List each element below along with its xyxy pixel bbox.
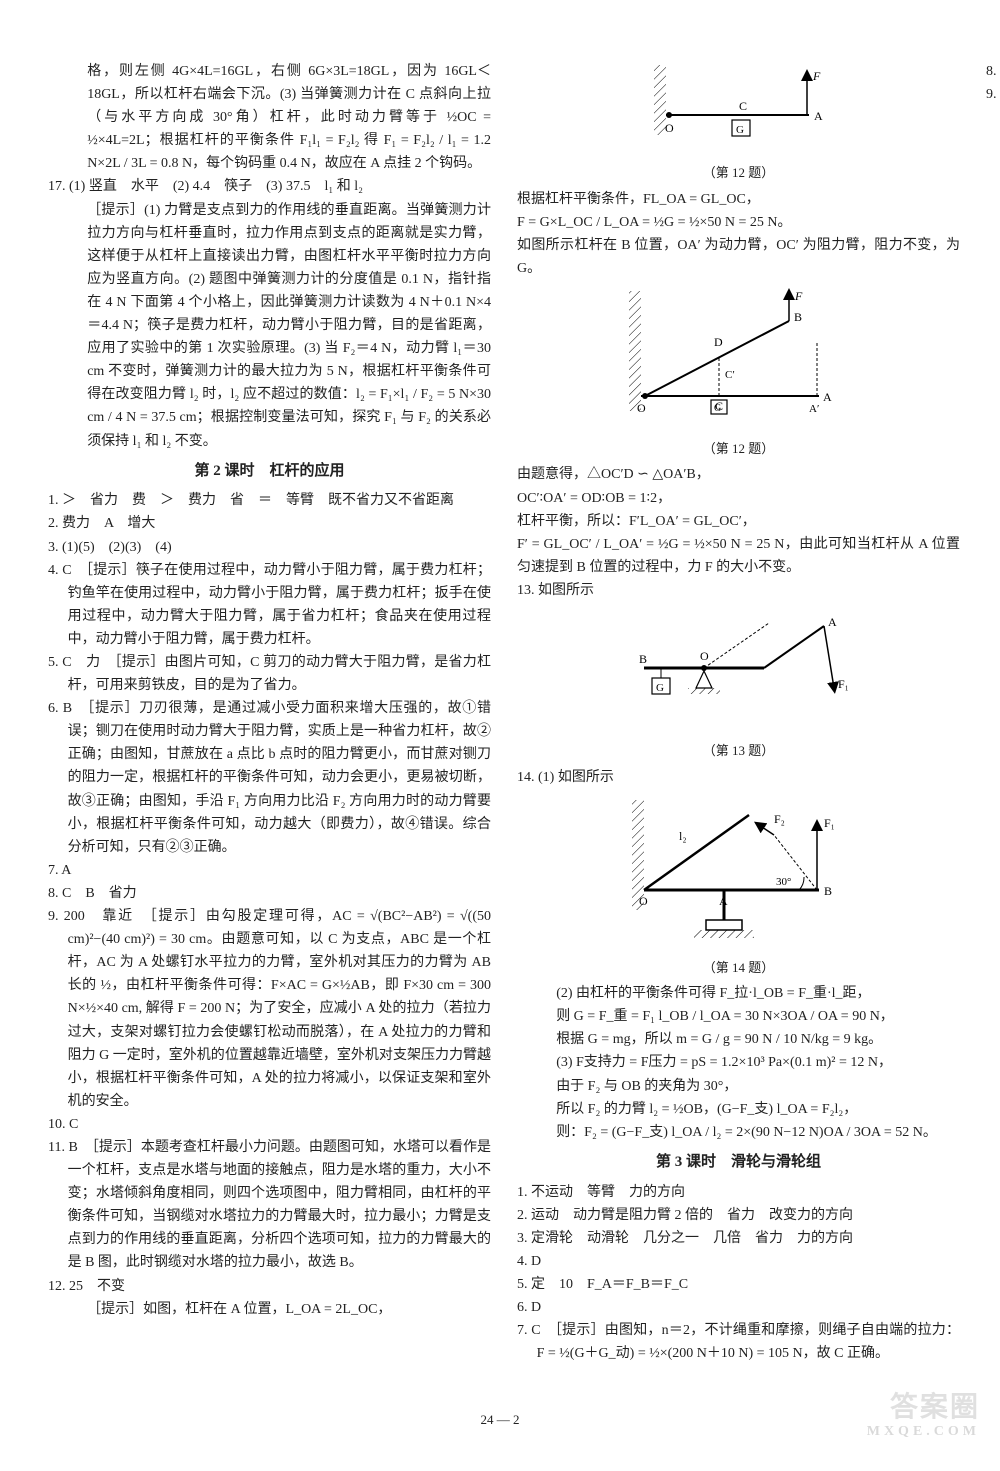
svg-text:B: B: [639, 652, 647, 666]
r-q14d: 根据 G = mg，所以 m = G / g = 90 N / 10 N/kg …: [517, 1028, 960, 1051]
l-q12a: 12. 25 不变: [48, 1275, 491, 1298]
l-q3: 3. (1)(5) (2)(3) (4): [48, 536, 491, 559]
r-q14a: 14. (1) 如图所示: [517, 766, 960, 789]
l-q1: 1. ＞ 省力 费 ＞ 费力 省 ＝ 等臂 既不省力又不省距离: [48, 489, 491, 512]
l-q11: 11. B ［提示］本题考查杠杆最小力问题。由题图可知，水塔可以看作是一个杠杆，…: [48, 1136, 491, 1275]
s3-q3: 3. 定滑轮 动滑轮 几分之一 几倍 省力 力的方向: [517, 1227, 960, 1250]
svg-text:O: O: [637, 401, 646, 415]
watermark-sub: MXQE.COM: [867, 1424, 980, 1440]
svg-text:C: C: [739, 99, 747, 113]
r-p3: 如图所示杠杆在 B 位置，OA′ 为动力臂，OC′ 为阻力臂，阻力不变，为 G。: [517, 234, 960, 280]
svg-text:A′: A′: [809, 403, 819, 415]
figure-14-caption: （第 14 题）: [517, 957, 960, 978]
l-q2: 2. 费力 A 增大: [48, 512, 491, 535]
svg-text:F₂: F₂: [774, 812, 785, 826]
svg-text:G: G: [714, 403, 721, 414]
svg-text:D: D: [714, 335, 723, 349]
l-q5: 5. C 力 ［提示］由图片可知，C 剪刀的动力臂大于阻力臂，是省力杠杆，可用来…: [48, 651, 491, 697]
l-q12b: ［提示］如图，杠杆在 A 位置，L_OA = 2L_OC，: [48, 1298, 491, 1321]
r-q14g: 所以 F₂ 的力臂 l₂ = ½OB，(G−F_支) l_OA = F₂l₂，: [517, 1098, 960, 1121]
l-q10: 10. C: [48, 1113, 491, 1136]
page-number: 24 — 2: [0, 1409, 1000, 1430]
figure-14: O A B l₂ F₂ F₁ 30°: [517, 795, 960, 953]
watermark: 答案圈 MXQE.COM: [867, 1392, 980, 1440]
figure-13: B O G A F₁: [517, 608, 960, 736]
svg-text:O: O: [665, 121, 674, 135]
svg-text:30°: 30°: [776, 876, 791, 888]
s3-q6: 6. D: [517, 1296, 960, 1319]
s3-q8: 8. C: [986, 60, 1000, 83]
r-p1: 根据杠杆平衡条件，FL_OA = GL_OC，: [517, 188, 960, 211]
svg-text:A: A: [823, 390, 832, 404]
svg-text:F: F: [794, 289, 803, 303]
svg-text:F: F: [812, 69, 821, 83]
figure-13-caption: （第 13 题）: [517, 740, 960, 761]
r-q14h: 则：F₂ = (G−F_支) l_OA / l₂ = 2×(90 N−12 N)…: [517, 1121, 960, 1144]
figure-12-left: O C A G F: [517, 60, 960, 158]
svg-text:A: A: [828, 615, 837, 629]
r-q13: 13. 如图所示: [517, 579, 960, 602]
r-p5: OC′∶OA′ = OD∶OB = 1∶2，: [517, 487, 960, 510]
s3-q5: 5. 定 10 F_A＝F_B＝F_C: [517, 1273, 960, 1296]
l-q8: 8. C B 省力: [48, 882, 491, 905]
svg-text:B: B: [794, 310, 802, 324]
figure-12-left-caption: （第 12 题）: [517, 162, 960, 183]
svg-text:O: O: [639, 894, 648, 908]
r-q14f: 由于 F₂ 与 OB 的夹角为 30°，: [517, 1075, 960, 1098]
r-p6: 杠杆平衡，所以：F′L_OA′ = GL_OC′，: [517, 510, 960, 533]
r-q14c: 则 G = F_重 = F₁ l_OB / l_OA = 30 N×3OA / …: [517, 1005, 960, 1028]
svg-text:O: O: [700, 649, 709, 663]
figure-12-right-caption: （第 12 题）: [517, 438, 960, 459]
s3-q2: 2. 运动 动力臂是阻力臂 2 倍的 省力 改变力的方向: [517, 1204, 960, 1227]
svg-text:F₁: F₁: [824, 816, 835, 830]
r-p7: F′ = GL_OC′ / L_OA′ = ½G = ½×50 N = 25 N…: [517, 533, 960, 579]
section-2-title: 第 2 课时 杠杆的应用: [48, 459, 491, 484]
svg-text:C′: C′: [725, 369, 735, 381]
r-p4: 由题意得，△OC′D ∽ △OA′B，: [517, 463, 960, 486]
s3-q9: 9. 如图所示: [986, 83, 1000, 106]
s3-q7: 7. C ［提示］由图知，n＝2，不计绳重和摩擦，则绳子自由端的拉力：F = ½…: [517, 1319, 960, 1365]
l-q6: 6. B ［提示］刀刃很薄，是通过减小受力面积来增大压强的，故①错误；铡刀在使用…: [48, 697, 491, 859]
l-q4: 4. C ［提示］筷子在使用过程中，动力臂小于阻力臂，属于费力杠杆；钓鱼竿在使用…: [48, 559, 491, 651]
r-q14b: (2) 由杠杆的平衡条件可得 F_拉·l_OB = F_重·l_距，: [517, 982, 960, 1005]
r-p2: F = G×L_OC / L_OA = ½G = ½×50 N = 25 N。: [517, 211, 960, 234]
svg-text:B: B: [824, 884, 832, 898]
q17-a: 17. (1) 竖直 水平 (2) 4.4 筷子 (3) 37.5 l₁ 和 l…: [48, 175, 491, 198]
intro-block: 格，则左侧 4G×4L=16GL，右侧 6G×3L=18GL，因为 16GL＜1…: [48, 60, 491, 175]
r-q14e: (3) F支持力 = F压力 = pS = 1.2×10³ Pa×(0.1 m)…: [517, 1051, 960, 1074]
section-3-title: 第 3 课时 滑轮与滑轮组: [517, 1150, 960, 1175]
l-q9: 9. 200 靠近 ［提示］由勾股定理可得，AC = √(BC²−AB²) = …: [48, 905, 491, 1113]
svg-text:l₂: l₂: [679, 829, 687, 843]
figure-12-right: O A B D C C′ G A′ F: [517, 286, 960, 434]
svg-text:G: G: [736, 124, 744, 136]
s3-q1: 1. 不运动 等臂 力的方向: [517, 1181, 960, 1204]
q17-b: ［提示］(1) 力臂是支点到力的作用线的垂直距离。当弹簧测力计拉力方向与杠杆垂直…: [48, 199, 491, 453]
svg-text:F₁: F₁: [838, 677, 849, 691]
svg-text:G: G: [656, 682, 664, 694]
l-q7: 7. A: [48, 859, 491, 882]
svg-text:A: A: [814, 109, 823, 123]
s3-q4: 4. D: [517, 1250, 960, 1273]
watermark-main: 答案圈: [867, 1392, 980, 1424]
